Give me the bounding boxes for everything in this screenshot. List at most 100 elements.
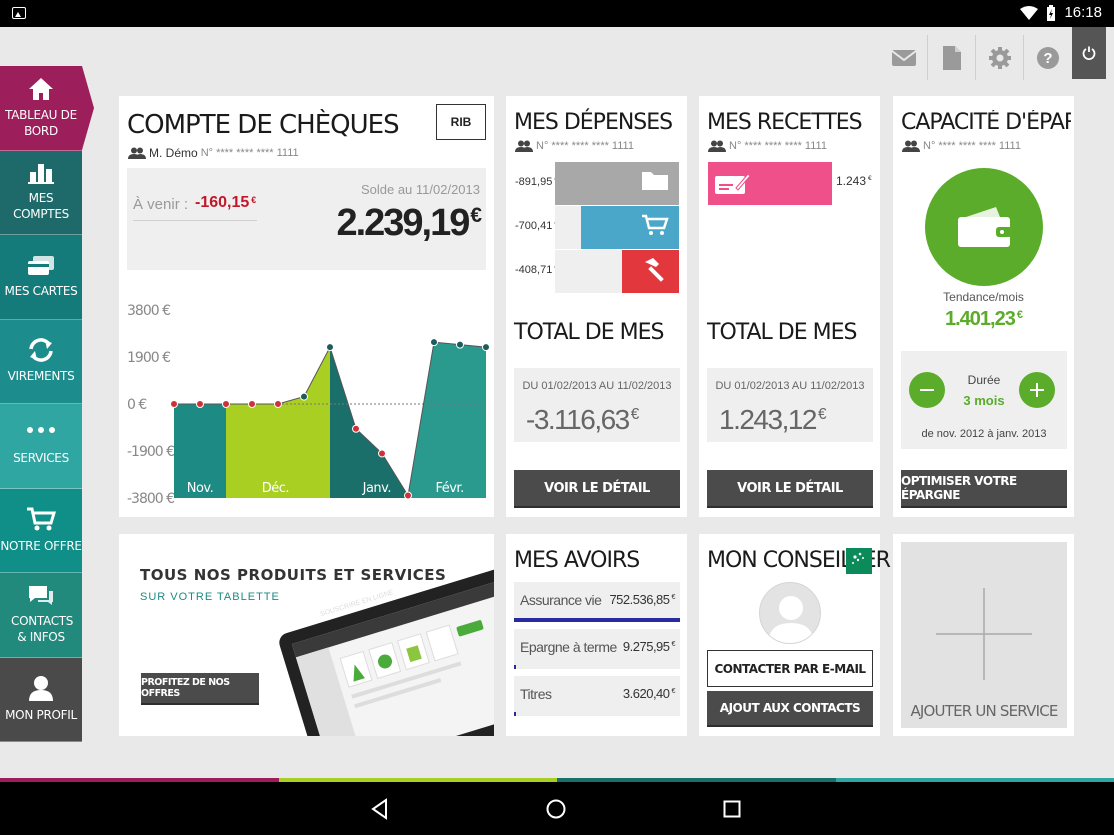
transfer-icon	[29, 338, 53, 363]
sidebar-item-services[interactable]: Services	[0, 404, 82, 489]
solde-label: Solde au 11/02/2013	[360, 182, 480, 197]
compte-card[interactable]: Compte de chèques RIB M. Démo N° **** **…	[119, 96, 494, 517]
recettes-detail-button[interactable]: Voir le détail	[707, 470, 873, 508]
add-contacts-button[interactable]: Ajout aux contacts	[707, 691, 873, 727]
sidebar-item-label: Notre offre	[0, 539, 82, 554]
home-button[interactable]	[543, 796, 569, 822]
avoir-label: Epargne à terme	[520, 639, 617, 655]
back-button[interactable]	[367, 796, 393, 822]
add-service-card[interactable]: Ajouter un service	[893, 534, 1074, 736]
wallet-icon	[958, 207, 1012, 247]
recettes-title: Mes recettes	[707, 110, 863, 135]
recettes-total: 1.243,12 €	[719, 404, 827, 435]
sidebar-item-mes-comptes[interactable]: Mes comptes	[0, 150, 82, 235]
image-notification-icon	[12, 7, 26, 19]
hammer-icon	[643, 256, 669, 287]
account-info: N° **** **** **** 1111	[902, 140, 1021, 152]
depenses-total-box: DU 01/02/2013 AU 11/02/2013 -3.116,63 €	[514, 368, 680, 442]
owner-name: M. Démo	[149, 146, 198, 160]
sidebar-item-virements[interactable]: Virements	[0, 319, 82, 404]
promo-card[interactable]: Tous nos produits et services Sur votre …	[119, 534, 494, 736]
epargne-card[interactable]: Capacité d'épargn... N° **** **** **** 1…	[893, 96, 1074, 517]
avoir-row[interactable]: Titres 3.620,40 €	[514, 676, 680, 716]
avenir-label: À venir :	[133, 196, 189, 213]
recents-button[interactable]	[719, 796, 745, 822]
chart-point	[300, 392, 308, 401]
conseiller-card[interactable]: Mon conseiller Contacter par e-mail Ajou…	[699, 534, 891, 736]
wifi-icon	[1020, 5, 1039, 20]
avoir-bar	[514, 665, 516, 669]
back-icon	[371, 798, 387, 820]
depenses-period: DU 01/02/2013 AU 11/02/2013	[522, 380, 672, 392]
top-toolbar: ?	[880, 35, 1072, 80]
sidebar-item-notre-offre[interactable]: Notre offre	[0, 488, 82, 573]
depense-value: -891,95€	[515, 176, 558, 188]
depenses-card[interactable]: Mes dépenses N° **** **** **** 1111 -891…	[506, 96, 687, 517]
epargne-title: Capacité d'épargn...	[901, 110, 1071, 135]
minus-icon	[920, 389, 934, 391]
sidebar-item-label: Mes comptes	[13, 191, 69, 222]
advisor-avatar	[759, 582, 821, 644]
wallet-circle	[925, 168, 1043, 286]
avoir-value: 9.275,95 €	[622, 639, 676, 654]
avoir-row[interactable]: Epargne à terme 9.275,95 €	[514, 629, 680, 669]
add-service-tile[interactable]: Ajouter un service	[901, 542, 1067, 728]
decrease-button[interactable]	[909, 372, 945, 408]
optimiser-button[interactable]: Optimiser votre épargne	[901, 470, 1067, 508]
y-tick-label: -1900 €	[127, 444, 174, 460]
contact-email-button[interactable]: Contacter par e-mail	[707, 650, 873, 687]
increase-button[interactable]	[1019, 372, 1055, 408]
recents-icon	[723, 800, 741, 818]
y-tick-label: 0 €	[127, 397, 146, 413]
power-button[interactable]	[1072, 27, 1106, 79]
month-label: Déc.	[262, 481, 289, 496]
avoir-row[interactable]: Assurance vie 752.536,85 €	[514, 582, 680, 622]
account-info: N° **** **** **** 1111	[708, 140, 827, 152]
sidebar-item-label: Contacts & infos	[11, 613, 74, 644]
sidebar-item-tableau-de-bord[interactable]: Tableau de bord	[0, 66, 94, 151]
power-icon	[1082, 46, 1096, 60]
mail-icon[interactable]	[880, 35, 928, 80]
users-icon	[128, 147, 146, 159]
y-tick-label: 1900 €	[127, 350, 170, 366]
battery-icon	[1047, 4, 1056, 21]
recettes-period: DU 01/02/2013 AU 11/02/2013	[715, 380, 865, 392]
avoir-value: 752.536,85 €	[609, 592, 675, 607]
clock: 16:18	[1064, 4, 1102, 21]
plus-icon	[1030, 383, 1044, 397]
gear-icon[interactable]	[976, 35, 1024, 80]
compte-title: Compte de chèques	[127, 110, 400, 140]
help-icon[interactable]: ?	[1024, 35, 1072, 80]
sidebar-item-contacts-infos[interactable]: Contacts & infos	[0, 573, 82, 658]
sidebar-item-mes-cartes[interactable]: Mes cartes	[0, 235, 82, 320]
month-label: Nov.	[187, 481, 214, 496]
depenses-total-label: Total de mes	[514, 320, 664, 345]
rib-button[interactable]: RIB	[436, 104, 486, 140]
chart-area-segment	[408, 342, 486, 498]
bnp-logo-icon	[846, 548, 872, 574]
recettes-bar	[708, 162, 832, 205]
avoir-value: 3.620,40 €	[622, 686, 676, 701]
depense-bar	[581, 206, 679, 249]
avoirs-card[interactable]: Mes avoirs Assurance vie 752.536,85 € Eparg…	[506, 534, 687, 736]
depenses-detail-button[interactable]: Voir le détail	[514, 470, 680, 508]
recettes-value: 1.243 €	[836, 174, 872, 188]
sidebar-item-mon-profil[interactable]: Mon profil	[0, 657, 82, 742]
document-icon[interactable]	[928, 35, 976, 80]
solde-value: 2.239,19€	[336, 202, 481, 244]
y-tick-label: -3800 €	[127, 491, 174, 507]
avoir-bar	[514, 618, 680, 622]
sidebar-item-label: Tableau de bord	[5, 107, 77, 138]
recettes-total-label: Total de mes	[707, 320, 857, 345]
chart-point	[274, 400, 282, 408]
avenir-value: -160,15 €	[195, 194, 257, 211]
bar-chart-icon	[28, 164, 54, 185]
chart-point	[326, 343, 334, 352]
promo-button[interactable]: Profitez de nos offres	[141, 673, 259, 705]
cart-icon	[27, 507, 56, 531]
depense-value: -408,71€	[515, 264, 558, 276]
recettes-total-box: DU 01/02/2013 AU 11/02/2013 1.243,12 €	[707, 368, 873, 442]
recettes-card[interactable]: Mes recettes N° **** **** **** 1111 1.24…	[699, 96, 880, 517]
duree-label: Durée	[967, 373, 1001, 387]
chart-point	[404, 491, 412, 500]
